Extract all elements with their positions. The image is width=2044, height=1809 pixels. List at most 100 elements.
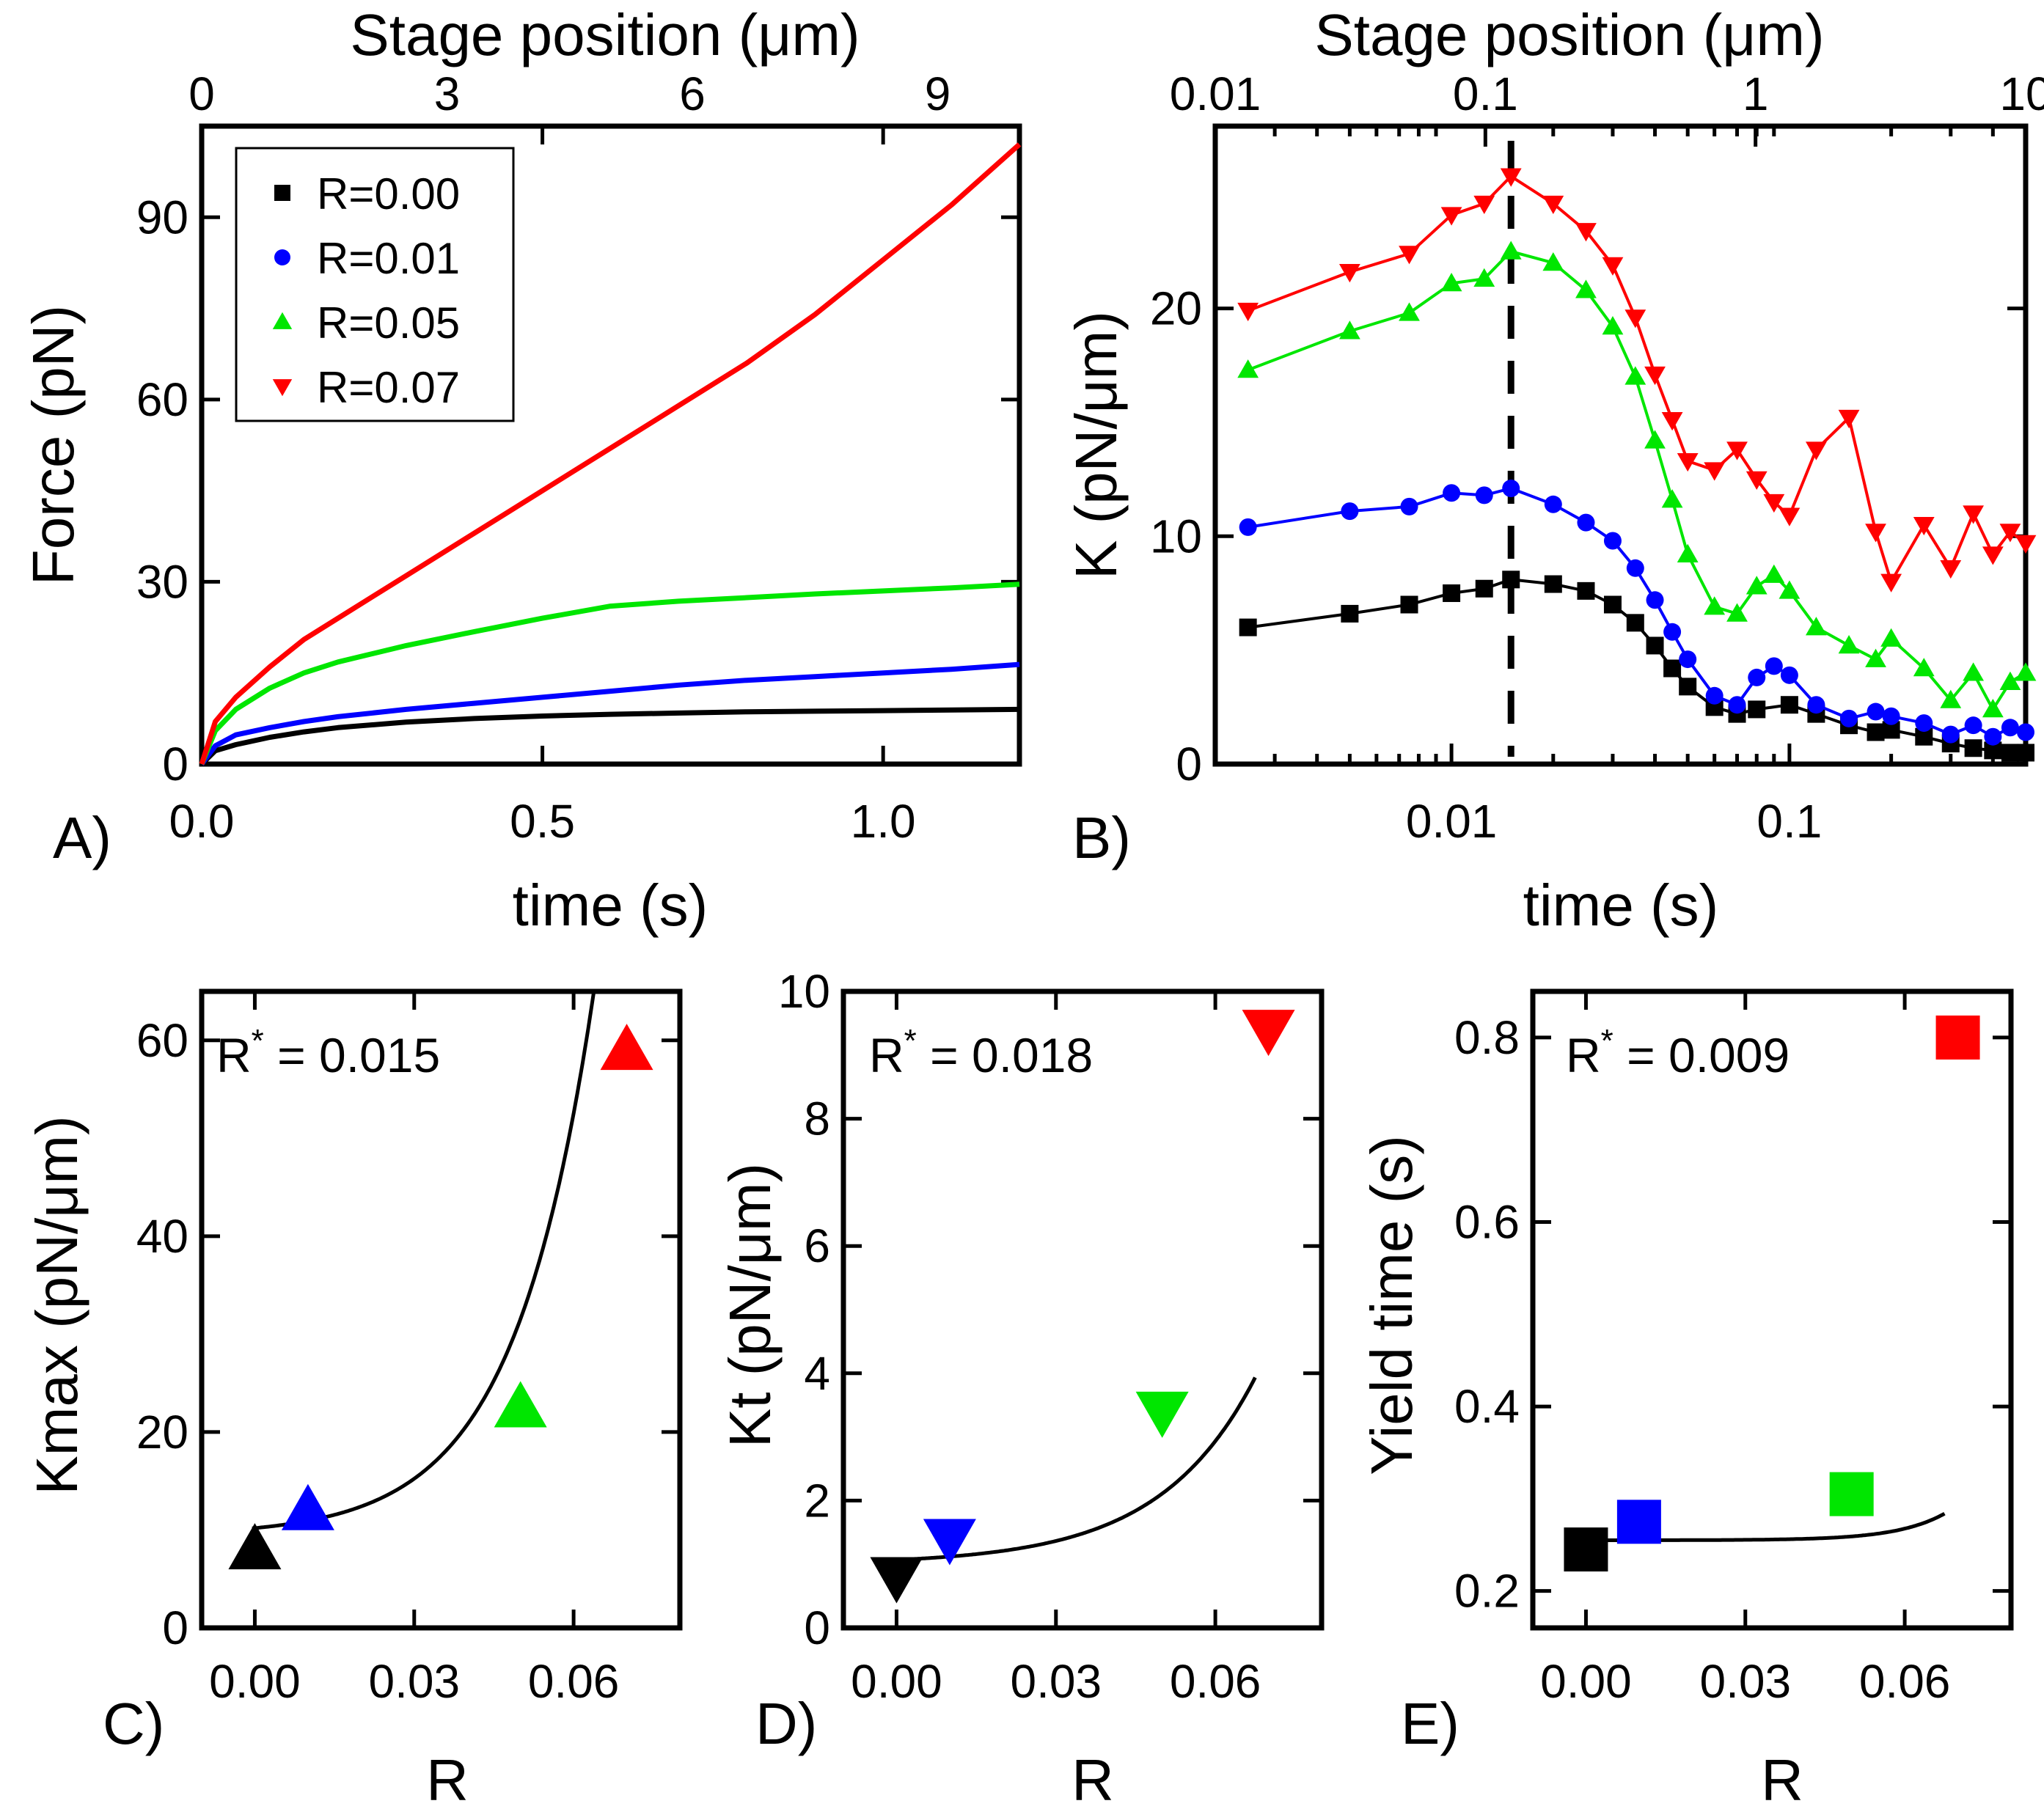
data-point [1443, 584, 1461, 602]
data-point [1728, 696, 1746, 714]
data-point [1646, 636, 1664, 655]
x-tick-label: 0.03 [1010, 1655, 1102, 1708]
y-tick-label: 90 [136, 191, 188, 243]
data-point [1746, 576, 1768, 595]
series-line-R=0.05 [199, 581, 1020, 766]
data-point [1663, 659, 1682, 678]
panel-e-label: E) [1401, 1691, 1459, 1756]
data-point [1867, 723, 1885, 741]
panel-e-ylabel: Yield time (s) [1359, 1135, 1424, 1475]
data-point [1705, 686, 1724, 705]
x-tick-label: 0.06 [1859, 1655, 1951, 1708]
data-point [1626, 614, 1644, 632]
data-point [1473, 268, 1495, 287]
data-point [1602, 316, 1624, 335]
data-point [1135, 1391, 1189, 1438]
data-point [1626, 559, 1644, 577]
data-point [1341, 604, 1359, 623]
data-point [1239, 518, 1257, 536]
panel-b-stiffness-vs-time: 0.01 0.1 0 10 20 0.01 0.1 1 10 time (s) Stage po… [1063, 2, 2044, 938]
panel-d-kt-vs-r: 0.00 0.03 0.06 0 2 4 6 8 10 R* = 0.018 R Kt (pN/… [717, 965, 1325, 1809]
panel-a-tick-labels: 0.0 0.5 1.0 0 30 60 90 0 3 6 9 [136, 67, 950, 848]
top-x-tick-label: 0.1 [1453, 67, 1518, 120]
series-line-R=0.01 [1248, 486, 2026, 738]
y-tick-label: 30 [136, 555, 188, 608]
legend-marker [272, 312, 293, 329]
data-point [1984, 727, 2002, 746]
legend-marker [274, 185, 290, 201]
panel-b-series [1237, 168, 2037, 762]
data-point [1838, 409, 1860, 429]
data-point [1239, 618, 1257, 636]
top-x-tick-label: 0.01 [1170, 67, 1261, 120]
data-point [1677, 543, 1699, 562]
y-tick-label: 40 [136, 1210, 188, 1263]
data-point [1704, 596, 1726, 615]
data-point [1575, 279, 1597, 298]
data-point [1726, 603, 1748, 622]
panel-a-legend: R=0.00 R=0.01 R=0.05 R=0.07 [235, 147, 515, 422]
data-point [1805, 441, 1827, 460]
data-point [1679, 678, 1697, 696]
data-point [1341, 502, 1359, 521]
data-point [1748, 668, 1766, 686]
panel-e-tick-labels: 0.00 0.03 0.06 0.2 0.4 0.6 0.8 [1454, 1011, 1950, 1708]
panel-d-ylabel: Kt (pN/μm) [717, 1163, 783, 1447]
data-point [1880, 573, 1902, 592]
panel-e-points [1564, 1015, 1980, 1572]
data-point [1779, 507, 1801, 526]
data-point [1964, 739, 1982, 757]
data-point [1646, 591, 1664, 609]
data-point [1542, 195, 1564, 215]
data-point [1935, 1015, 1980, 1060]
legend-label: R=0.00 [317, 169, 460, 219]
x-tick-label: 0.00 [209, 1655, 301, 1708]
panel-b-ticks [1213, 126, 2028, 766]
data-point [1865, 524, 1886, 543]
data-point [1999, 524, 2021, 543]
data-point [1679, 650, 1697, 669]
data-point [1577, 513, 1595, 532]
data-point [1746, 471, 1768, 491]
y-tick-label: 60 [136, 1014, 188, 1067]
data-point [1763, 493, 1785, 513]
x-tick-label: 0.0 [169, 795, 235, 848]
data-point [1913, 516, 1935, 536]
panel-c-plot-frame [199, 988, 683, 1631]
y-tick-label: 60 [136, 373, 188, 426]
legend-label: R=0.05 [317, 298, 460, 348]
data-point [1644, 430, 1666, 449]
data-point [2001, 719, 2019, 737]
panel-e-xlabel: R [1761, 1747, 1803, 1809]
data-point [1963, 662, 1985, 681]
series-line-R=0.05 [1247, 249, 2027, 713]
data-point [1940, 559, 1962, 579]
x-tick-label: 0.01 [1406, 795, 1498, 848]
data-point [1602, 257, 1624, 276]
panel-b-top-xlabel: Stage position (μm) [1314, 2, 1824, 67]
panel-c-xlabel: R [426, 1747, 469, 1809]
x-tick-label: 0.06 [1170, 1655, 1261, 1708]
data-point [1502, 570, 1520, 589]
legend-marker [272, 379, 293, 397]
data-point [1880, 628, 1902, 647]
data-point [1765, 657, 1783, 675]
data-point [1242, 1010, 1295, 1057]
data-point [1475, 486, 1493, 504]
data-point [1564, 1527, 1608, 1572]
y-tick-label: 0.2 [1454, 1565, 1520, 1618]
data-point [2015, 535, 2037, 554]
data-point [228, 1523, 282, 1570]
panel-e-yield-time-vs-r: 0.00 0.03 0.06 0.2 0.4 0.6 0.8 R* = 0.009 R Yi… [1359, 988, 2014, 1809]
top-x-tick-label: 6 [679, 67, 706, 120]
data-point [870, 1557, 923, 1604]
series-line-R=0.07 [199, 142, 1022, 766]
data-point [1440, 207, 1462, 226]
y-tick-label: 0 [804, 1601, 830, 1654]
data-point [281, 1483, 334, 1530]
data-point [1964, 716, 1982, 735]
panel-c-points [228, 1024, 653, 1570]
data-point [1338, 320, 1360, 340]
data-point [1726, 441, 1748, 460]
